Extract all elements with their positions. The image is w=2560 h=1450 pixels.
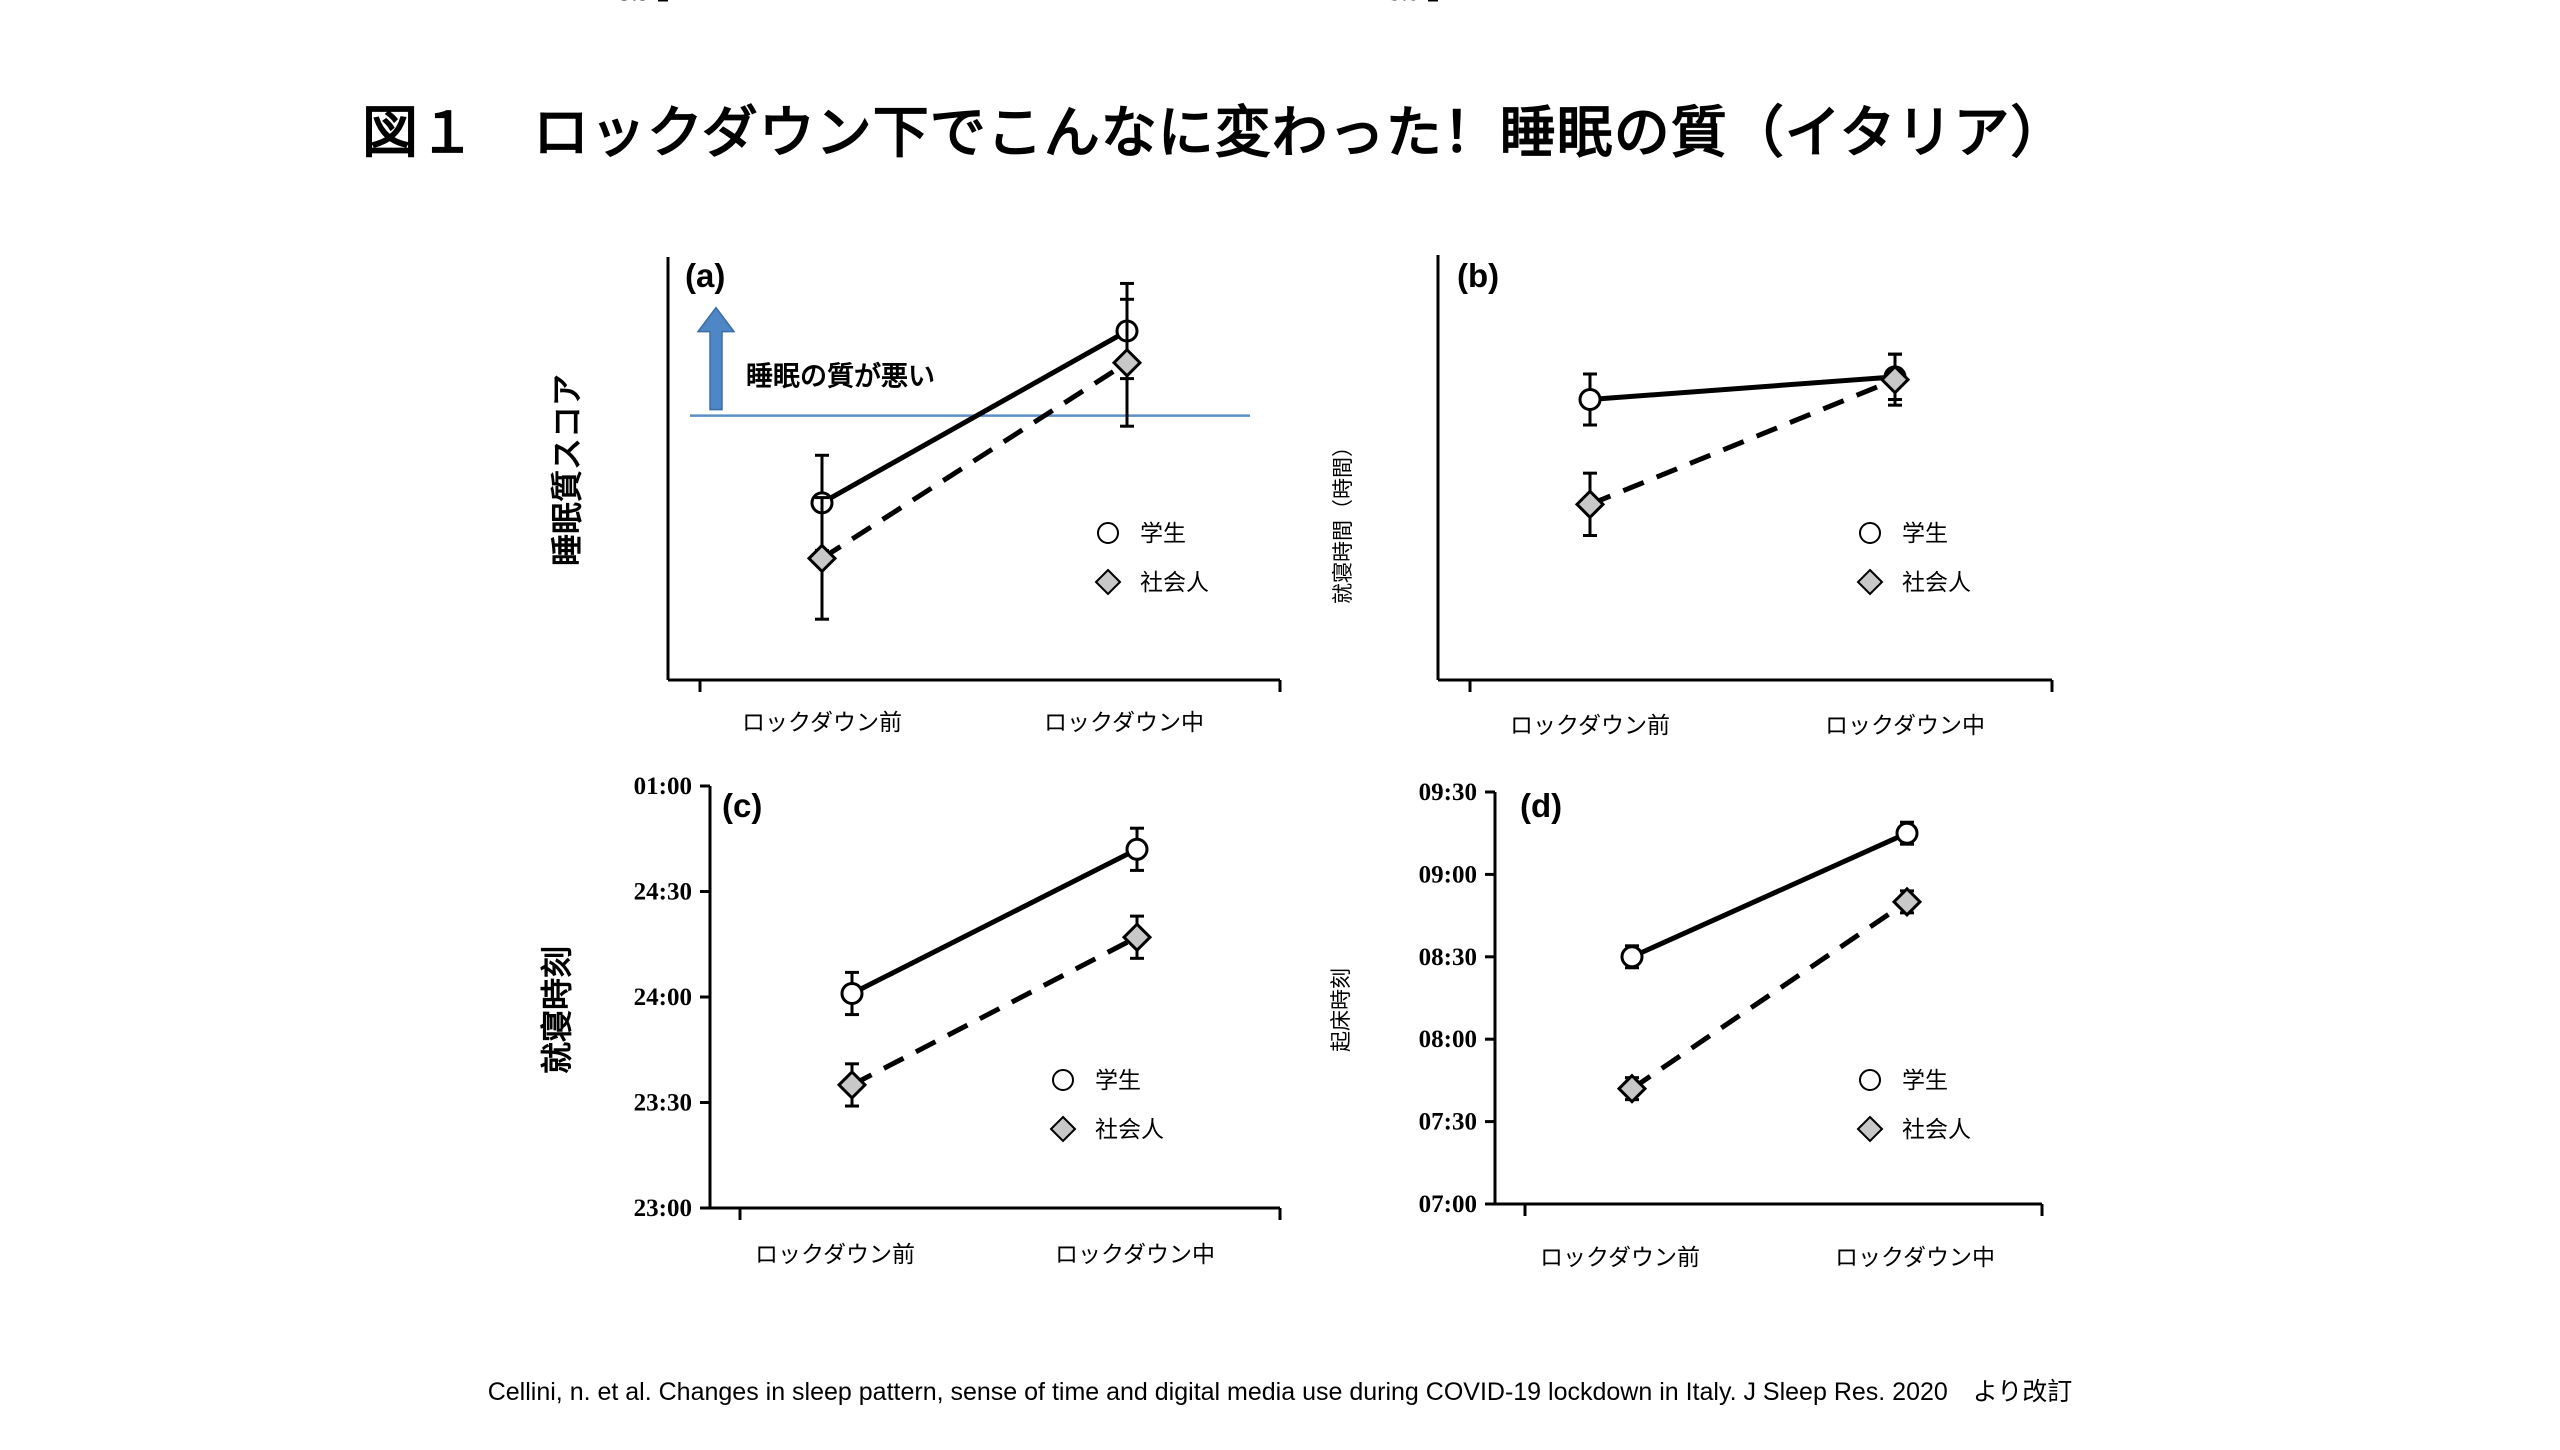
- panel-a-category-label: ロックダウン前: [742, 710, 902, 736]
- panel-a-legend-marker-worker: [1094, 568, 1122, 596]
- panel-a-y-axis-title: 睡眠質スコア: [548, 374, 586, 566]
- panel-d-legend-label: 学生: [1902, 1068, 1948, 1094]
- panel-a-y-tick-label: 5.9: [619, 0, 650, 6]
- panel-d-y-tick-label: 07:30: [1419, 1109, 1477, 1136]
- panel-c-y-tick-label: 24:30: [634, 879, 692, 906]
- panel-d-legend-marker-student: [1859, 1069, 1881, 1091]
- panel-a-y-tick-label: 5.7: [619, 0, 650, 6]
- panel-d-y-tick-label: 09:00: [1419, 861, 1477, 888]
- panel-d-y-axis-title: 起床時刻: [1329, 968, 1353, 1052]
- panel-a-legend-label: 学生: [1140, 521, 1186, 547]
- panel-a-chart: 4.54.74.95.15.35.55.75.96.1 ロックダウン前 ロックダウン…: [548, 0, 1282, 736]
- panel-c-legend-marker-worker: [1049, 1115, 1077, 1143]
- panel-a-series-student-line: [820, 328, 1129, 506]
- panel-c-category-label: ロックダウン前: [755, 1242, 915, 1268]
- panel-b-y-tick-label: 8.1: [1389, 0, 1420, 6]
- panel-d-legend-marker-worker: [1856, 1115, 1884, 1143]
- panel-b-series-student-line: [1589, 374, 1896, 402]
- panel-b-y-tick-label: 8.4: [1389, 0, 1421, 6]
- panel-a-y-tick-label: 6.1: [619, 0, 650, 6]
- panel-b-y-tick-label: 7.5: [1389, 0, 1420, 6]
- panel-d-y-tick-label: 08:00: [1419, 1026, 1477, 1053]
- panel-c-series-worker-line: [850, 934, 1139, 1088]
- panel-d-y-tick-label: 07:00: [1419, 1191, 1477, 1218]
- panel-c-y-tick-label: 23:30: [634, 1090, 692, 1117]
- panel-b-y-axis-title: 就寝時間（時間）: [1331, 436, 1355, 604]
- panel-c-y-tick-label: 23:00: [634, 1195, 692, 1222]
- panel-d-chart: 07:00 07:30 08:00 08:30 09:00 09:30 ロックダウン前 ロック…: [1329, 779, 2044, 1271]
- page-title: 図１ ロックダウン下でこんなに変わった！睡眠の質（イタリア）: [362, 101, 2068, 166]
- panel-a-legend-label: 社会人: [1140, 570, 1209, 596]
- panel-a-y-tick-label: 4.9: [619, 0, 650, 6]
- panel-b-series-student-point: [1578, 388, 1602, 411]
- panel-a-y-tick-label: 4.7: [619, 0, 650, 6]
- panel-b-series-worker-point: [1879, 364, 1911, 395]
- panel-b-legend-label: 社会人: [1902, 570, 1971, 596]
- panel-b-y-tick-label: 9.0: [1389, 0, 1420, 6]
- panel-a-series-worker-line: [820, 360, 1129, 561]
- panel-c-y-tick-label: 24:00: [634, 984, 692, 1011]
- panel-d-y-tick-label: 09:30: [1419, 779, 1477, 806]
- panel-b-legend-marker-worker: [1856, 568, 1884, 596]
- panel-c-series-student-point: [840, 981, 864, 1005]
- panel-a-annotation: 睡眠の質が悪い: [746, 361, 935, 393]
- panel-b-y-tick-label: 8.7: [1389, 0, 1420, 6]
- panel-d-series-worker-point: [1616, 1073, 1648, 1104]
- panel-b-category-label: ロックダウン中: [1825, 713, 1985, 739]
- panel-a-y-tick-label: 5.1: [619, 0, 650, 6]
- panel-b-legend-marker-student: [1859, 522, 1881, 544]
- panel-d-series-student-point: [1895, 821, 1919, 845]
- panel-d-category-label: ロックダウン中: [1835, 1245, 1995, 1271]
- panel-a-category-label: ロックダウン中: [1044, 710, 1204, 736]
- panel-c-legend-marker-student: [1052, 1069, 1074, 1091]
- panel-c-series-worker-point: [836, 1069, 868, 1101]
- panel-d-series-worker-line: [1630, 899, 1909, 1091]
- panel-c-series-student-point: [1125, 837, 1149, 861]
- panel-d-y-tick-label: 08:30: [1419, 944, 1477, 971]
- panel-a-y-tick-label: 5.5: [619, 0, 650, 6]
- panel-c-chart: 23:00 23:30 24:00 24:30 01:00 ロックダウン前 ロックダウン中 (…: [538, 773, 1282, 1268]
- panel-d-label: (d): [1520, 787, 1562, 824]
- panel-c-label: (c): [722, 787, 762, 824]
- panel-a-label: (a): [685, 257, 725, 294]
- panel-b-category-label: ロックダウン前: [1510, 713, 1670, 739]
- panel-c-series-worker-point: [1121, 922, 1153, 953]
- panel-d-category-label: ロックダウン前: [1540, 1245, 1700, 1271]
- panel-b-series-worker-line: [1589, 377, 1896, 507]
- panel-a-y-tick-label: 5.3: [619, 0, 650, 6]
- panel-d-legend-label: 社会人: [1902, 1117, 1971, 1143]
- up-arrow-icon: [696, 306, 736, 411]
- panel-c-legend-label: 社会人: [1095, 1117, 1164, 1143]
- panel-c-y-tick-label: 01:00: [634, 773, 692, 800]
- panel-b-chart: 7.57.88.18.48.79.0 ロックダウン前 ロックダウン中 (b) 就寝時間（…: [1331, 0, 2054, 739]
- panel-d-series-student-line: [1630, 830, 1909, 960]
- panel-b-series-worker-point: [1574, 489, 1606, 520]
- panel-a-y-tick-label: 4.5: [619, 0, 650, 6]
- source-caption: Cellini, n. et al. Changes in sleep patt…: [487, 1378, 2073, 1406]
- panel-a-series-worker-point: [806, 543, 838, 574]
- panel-b-label: (b): [1457, 257, 1499, 294]
- panel-b-y-tick-label: 7.8: [1389, 0, 1420, 6]
- panel-c-y-axis-title: 就寝時刻: [538, 946, 576, 1074]
- panel-c-series-student-line: [850, 847, 1139, 996]
- panel-a-legend-marker-student: [1097, 522, 1119, 544]
- panel-c-category-label: ロックダウン中: [1055, 1242, 1215, 1268]
- panel-c-legend-label: 学生: [1095, 1068, 1141, 1094]
- panel-d-series-worker-point: [1891, 886, 1923, 917]
- panel-d-series-student-point: [1620, 945, 1644, 969]
- panel-b-legend-label: 学生: [1902, 521, 1948, 547]
- panel-a-series-worker-point: [1111, 347, 1143, 378]
